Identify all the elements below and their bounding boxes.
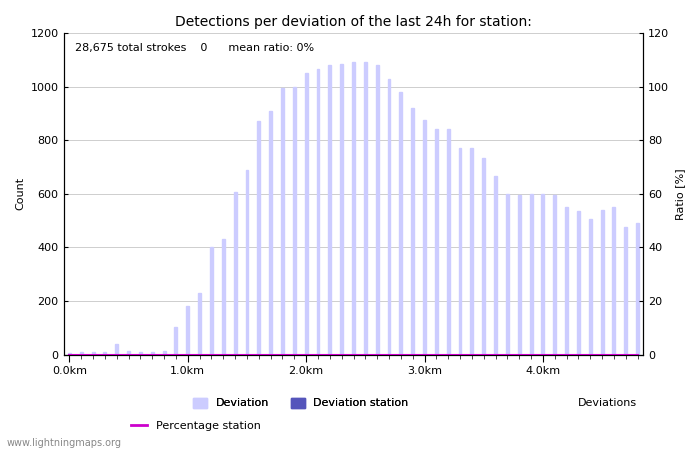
Bar bbox=[139, 352, 142, 355]
Y-axis label: Count: Count bbox=[15, 177, 25, 211]
Bar bbox=[518, 195, 521, 355]
Bar bbox=[601, 210, 603, 355]
Bar bbox=[541, 194, 545, 355]
Bar bbox=[340, 64, 343, 355]
Bar bbox=[364, 63, 367, 355]
Bar bbox=[162, 351, 166, 355]
Bar bbox=[293, 86, 296, 355]
Bar bbox=[494, 176, 497, 355]
Bar bbox=[636, 223, 639, 355]
Bar bbox=[68, 353, 71, 355]
Text: Deviations: Deviations bbox=[578, 398, 637, 408]
Bar bbox=[553, 195, 556, 355]
Bar bbox=[150, 352, 154, 355]
Bar bbox=[411, 108, 414, 355]
Bar bbox=[328, 65, 331, 355]
Y-axis label: Ratio [%]: Ratio [%] bbox=[675, 168, 685, 220]
Bar bbox=[529, 194, 533, 355]
Bar bbox=[281, 88, 284, 355]
Bar bbox=[304, 73, 307, 355]
Bar bbox=[352, 63, 355, 355]
Text: www.lightningmaps.org: www.lightningmaps.org bbox=[7, 438, 122, 448]
Bar bbox=[92, 352, 94, 355]
Bar bbox=[589, 219, 591, 355]
Bar bbox=[612, 207, 615, 355]
Bar bbox=[316, 69, 319, 355]
Bar bbox=[423, 120, 426, 355]
Bar bbox=[470, 148, 473, 355]
Bar bbox=[210, 248, 213, 355]
Bar bbox=[258, 122, 260, 355]
Bar bbox=[246, 170, 248, 355]
Bar bbox=[234, 193, 237, 355]
Bar bbox=[388, 79, 391, 355]
Bar bbox=[400, 92, 402, 355]
Bar bbox=[80, 352, 83, 355]
Bar bbox=[458, 148, 461, 355]
Bar bbox=[624, 227, 627, 355]
Bar bbox=[186, 306, 189, 355]
Bar bbox=[222, 239, 225, 355]
Bar bbox=[506, 194, 509, 355]
Bar bbox=[198, 293, 201, 355]
Bar bbox=[482, 158, 485, 355]
Bar bbox=[376, 65, 379, 355]
Bar bbox=[127, 351, 130, 355]
Bar bbox=[270, 111, 272, 355]
Bar bbox=[116, 344, 118, 355]
Legend: Deviation, Deviation station: Deviation, Deviation station bbox=[189, 393, 413, 413]
Bar bbox=[174, 327, 178, 355]
Bar bbox=[565, 207, 568, 355]
Bar bbox=[104, 352, 106, 355]
Bar bbox=[447, 130, 449, 355]
Title: Detections per deviation of the last 24h for station:: Detections per deviation of the last 24h… bbox=[175, 15, 532, 29]
Text: 28,675 total strokes    0      mean ratio: 0%: 28,675 total strokes 0 mean ratio: 0% bbox=[75, 43, 314, 53]
Bar bbox=[435, 130, 438, 355]
Bar bbox=[577, 211, 580, 355]
Legend: Percentage station: Percentage station bbox=[126, 417, 266, 436]
